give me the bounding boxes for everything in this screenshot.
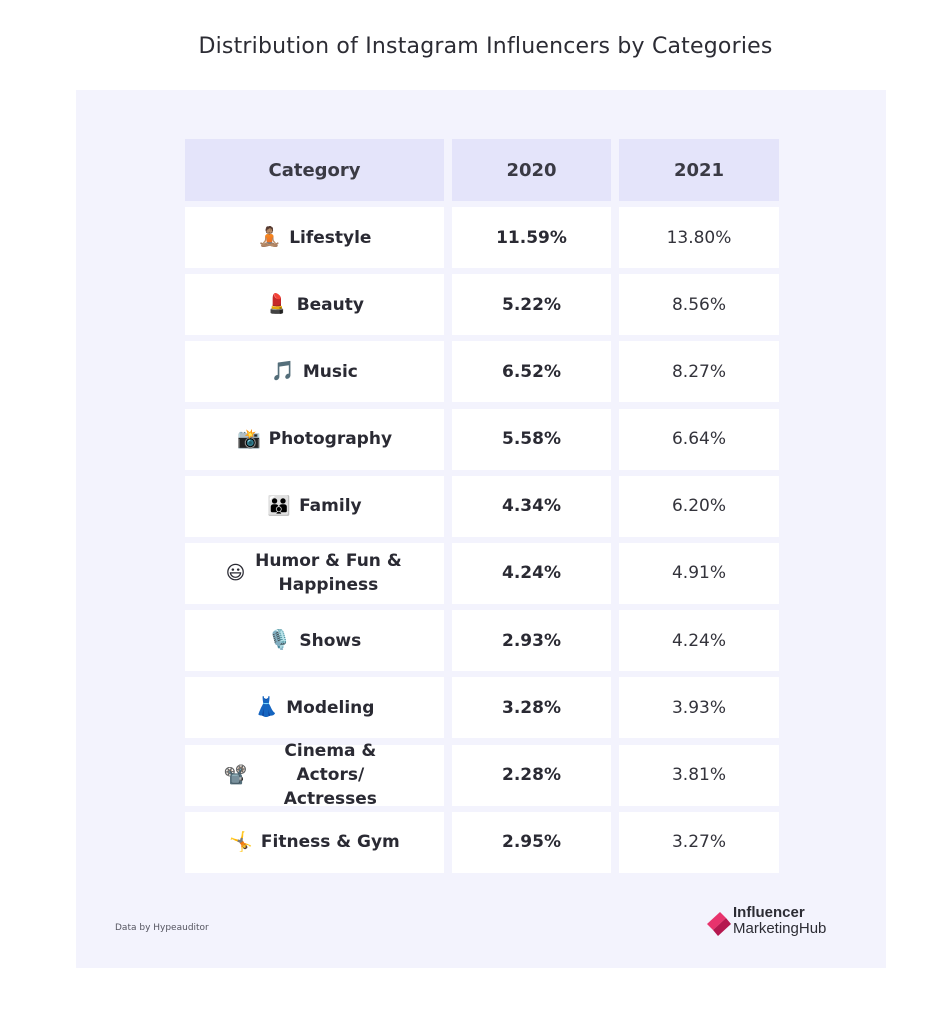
category-cell: 📸 Photography: [185, 408, 444, 470]
table-row: 👪 Family 4.34% 6.20%: [185, 475, 779, 537]
value-2021-cell: 3.27%: [619, 811, 779, 873]
value-2021-cell: 6.64%: [619, 408, 779, 470]
value-2020-cell: 3.28%: [452, 677, 611, 739]
value-2020-cell: 2.95%: [452, 811, 611, 873]
category-label: Humor & Fun & Happiness: [255, 551, 402, 596]
category-icon: 📸: [236, 427, 261, 450]
category-icon: 🧘🏽: [257, 226, 282, 248]
category-label: Modeling: [286, 697, 375, 718]
value-2021-cell: 8.27%: [619, 341, 779, 403]
table-row: 🤸 Fitness & Gym 2.95% 3.27%: [185, 811, 779, 873]
category-icon: 🤸: [229, 830, 253, 853]
value-2020-cell: 2.93%: [452, 610, 611, 672]
logo-text-influencer: Influencer: [733, 904, 805, 921]
value-2020-cell: 4.24%: [452, 542, 611, 604]
category-label: Music: [302, 361, 358, 382]
header-category: Category: [185, 139, 444, 201]
value-2020-cell: 11.59%: [452, 207, 611, 268]
header-2021: 2021: [619, 139, 779, 201]
category-icon: 📽️: [223, 763, 248, 786]
category-cell: 👗 Modeling: [185, 677, 444, 739]
category-cell: 😃 Humor & Fun & Happiness: [185, 542, 444, 604]
category-label: Photography: [268, 429, 393, 450]
value-2020-cell: 2.28%: [452, 744, 611, 806]
data-table: Category 2020 2021 🧘🏽 Lifestyle 11.59% 13.8…: [185, 139, 779, 879]
value-2021-cell: 3.81%: [619, 744, 779, 806]
table-header-row: Category 2020 2021: [185, 139, 779, 201]
value-2020-cell: 4.34%: [452, 475, 611, 537]
table-row: 📽️ Cinema & Actors/ Actresses 2.28% 3.81%: [185, 741, 779, 809]
value-2021-cell: 4.91%: [619, 542, 779, 604]
value-2021-cell: 3.93%: [619, 677, 779, 739]
value-2021-cell: 8.56%: [619, 274, 779, 336]
category-label: Beauty: [296, 294, 364, 315]
table-row: 👗 Modeling 3.28% 3.93%: [185, 677, 779, 739]
category-cell: 🎵 Music: [185, 341, 444, 403]
table-row: 🧘🏽 Lifestyle 11.59% 13.80%: [185, 207, 779, 268]
category-content: 💄 Beauty: [265, 293, 364, 317]
category-content: 🎵 Music: [271, 360, 358, 384]
category-icon: 🎵: [271, 360, 295, 383]
category-content: 📸 Photography: [237, 427, 392, 451]
value-2021-cell: 4.24%: [619, 610, 779, 672]
category-icon: 🎙️: [267, 629, 292, 652]
chart-title: Distribution of Instagram Influencers by…: [198, 34, 773, 59]
category-icon: 👪: [267, 494, 292, 517]
category-content: 🤸 Fitness & Gym: [229, 830, 400, 854]
category-content: 😃 Humor & Fun & Happiness: [226, 549, 404, 597]
category-content: 📽️ Cinema & Actors/ Actresses: [224, 739, 406, 811]
category-icon: 😃: [225, 561, 246, 584]
value-2021-cell: 13.80%: [619, 207, 779, 268]
value-2020-cell: 6.52%: [452, 341, 611, 403]
category-icon: 👗: [254, 696, 279, 719]
category-cell: 🤸 Fitness & Gym: [185, 811, 444, 873]
table-row: 💄 Beauty 5.22% 8.56%: [185, 274, 779, 336]
table-row: 🎵 Music 6.52% 8.27%: [185, 341, 779, 403]
category-content: 🧘🏽 Lifestyle: [258, 226, 372, 250]
category-cell: 💄 Beauty: [185, 274, 444, 336]
category-icon: 💄: [265, 293, 289, 316]
data-source: Data by Hypeauditor: [115, 923, 209, 933]
logo-text-marketinghub: MarketingHub: [733, 920, 827, 937]
value-2020-cell: 5.58%: [452, 408, 611, 470]
table-body: 🧘🏽 Lifestyle 11.59% 13.80% 💄 Beauty 5.22% 8.56%…: [185, 207, 779, 873]
category-cell: 👪 Family: [185, 475, 444, 537]
table-row: 📸 Photography 5.58% 6.64%: [185, 408, 779, 470]
value-2020-cell: 5.22%: [452, 274, 611, 336]
category-cell: 🎙️ Shows: [185, 610, 444, 672]
category-cell: 📽️ Cinema & Actors/ Actresses: [185, 741, 444, 809]
category-label: Lifestyle: [289, 227, 372, 248]
category-label: Fitness & Gym: [260, 832, 400, 853]
category-label: Shows: [299, 630, 362, 651]
logo-mark-icon: [707, 912, 731, 936]
table-row: 😃 Humor & Fun & Happiness 4.24% 4.91%: [185, 542, 779, 604]
category-content: 👗 Modeling: [255, 696, 375, 720]
category-content: 🎙️ Shows: [268, 629, 362, 653]
category-content: 👪 Family: [267, 494, 361, 518]
header-2020: 2020: [452, 139, 611, 201]
influencer-marketing-hub-logo: Influencer MarketingHub: [707, 904, 857, 941]
category-label: Family: [299, 496, 362, 517]
table-row: 🎙️ Shows 2.93% 4.24%: [185, 610, 779, 672]
value-2021-cell: 6.20%: [619, 475, 779, 537]
category-label: Cinema & Actors/ Actresses: [283, 741, 377, 809]
category-cell: 🧘🏽 Lifestyle: [185, 207, 444, 268]
